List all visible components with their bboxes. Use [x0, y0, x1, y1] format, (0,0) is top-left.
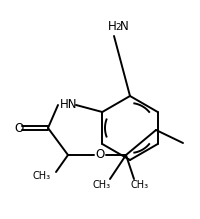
Text: O: O: [95, 148, 105, 161]
Text: N: N: [120, 19, 129, 32]
Text: 2: 2: [115, 23, 121, 32]
Text: CH₃: CH₃: [33, 171, 51, 181]
Text: O: O: [14, 122, 23, 134]
Text: CH₃: CH₃: [131, 180, 149, 190]
Text: CH₃: CH₃: [93, 180, 111, 190]
Text: HN: HN: [60, 99, 78, 111]
Text: H: H: [108, 19, 117, 32]
